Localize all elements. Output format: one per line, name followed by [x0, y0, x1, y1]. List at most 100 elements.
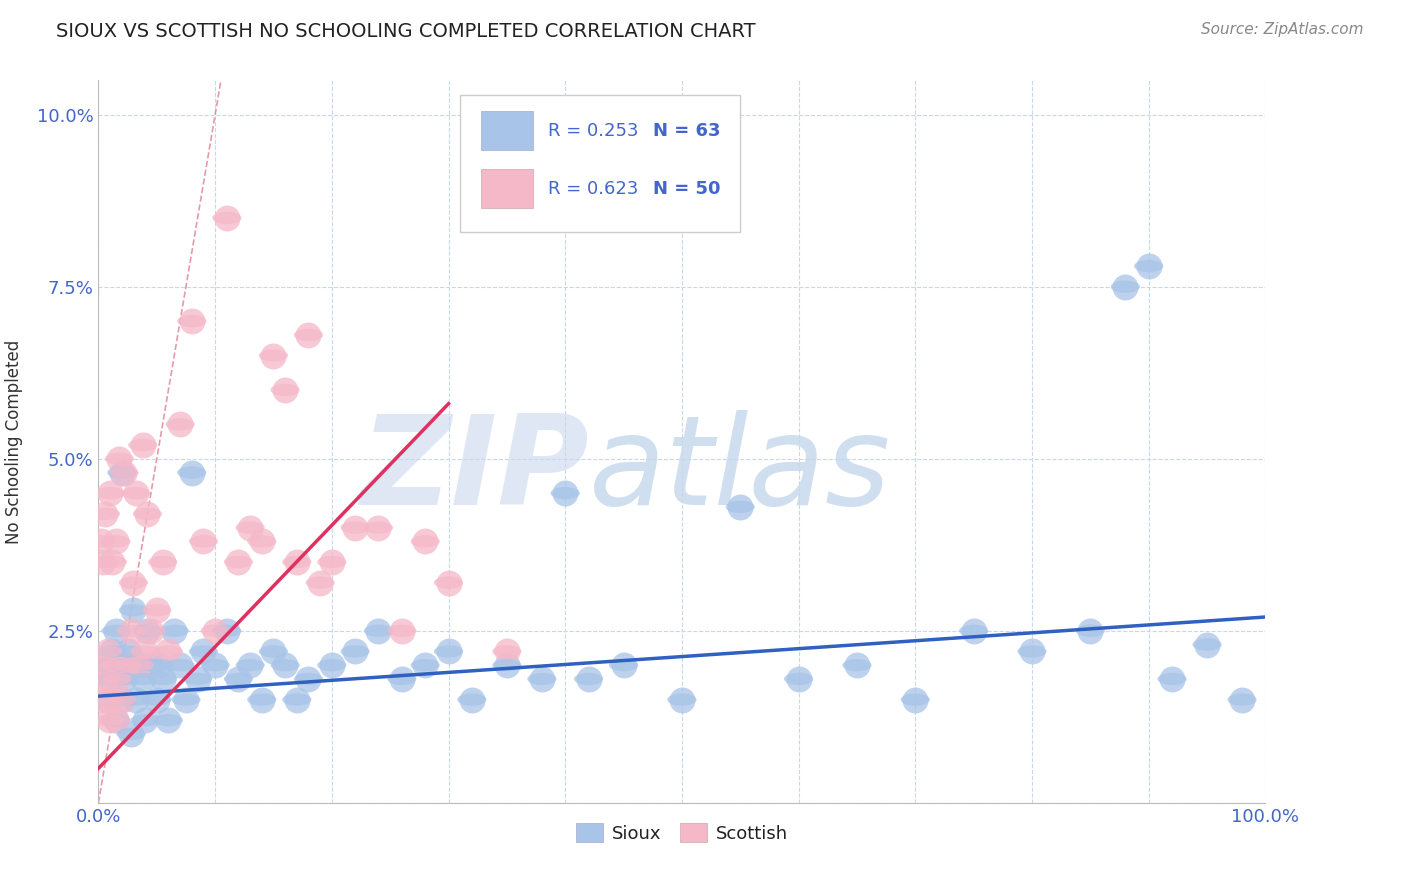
Ellipse shape: [136, 624, 166, 637]
Ellipse shape: [94, 714, 124, 726]
FancyBboxPatch shape: [481, 112, 533, 151]
Point: [139, 624, 162, 638]
Point: [787, 672, 810, 686]
Ellipse shape: [188, 645, 218, 657]
Point: [730, 500, 752, 514]
Ellipse shape: [340, 521, 370, 533]
Point: [367, 624, 389, 638]
Point: [180, 466, 202, 480]
Point: [97, 644, 120, 658]
Ellipse shape: [609, 659, 638, 672]
Ellipse shape: [120, 604, 148, 616]
Ellipse shape: [1192, 639, 1222, 651]
Legend: Sioux, Scottish: Sioux, Scottish: [567, 814, 797, 852]
Ellipse shape: [387, 624, 416, 637]
Ellipse shape: [434, 576, 463, 589]
Ellipse shape: [105, 659, 134, 672]
Point: [1197, 638, 1219, 652]
Point: [139, 658, 162, 673]
Ellipse shape: [318, 659, 346, 672]
Point: [215, 624, 238, 638]
Ellipse shape: [98, 659, 128, 672]
Point: [157, 713, 180, 727]
Ellipse shape: [1018, 645, 1046, 657]
Ellipse shape: [103, 673, 132, 685]
Ellipse shape: [101, 714, 131, 726]
Ellipse shape: [110, 467, 139, 479]
Point: [285, 692, 308, 706]
Point: [104, 713, 127, 727]
Text: Source: ZipAtlas.com: Source: ZipAtlas.com: [1201, 22, 1364, 37]
Text: N = 50: N = 50: [652, 179, 720, 198]
Ellipse shape: [411, 659, 440, 672]
FancyBboxPatch shape: [460, 95, 741, 232]
Point: [846, 658, 869, 673]
Point: [128, 658, 150, 673]
Ellipse shape: [340, 645, 370, 657]
Ellipse shape: [236, 521, 264, 533]
Point: [108, 658, 131, 673]
Ellipse shape: [387, 673, 416, 685]
Ellipse shape: [901, 693, 929, 706]
Point: [262, 349, 284, 363]
Point: [250, 692, 273, 706]
Text: SIOUX VS SCOTTISH NO SCHOOLING COMPLETED CORRELATION CHART: SIOUX VS SCOTTISH NO SCHOOLING COMPLETED…: [56, 22, 756, 41]
Ellipse shape: [121, 693, 150, 706]
Point: [962, 624, 984, 638]
Point: [101, 555, 124, 569]
Point: [157, 644, 180, 658]
Ellipse shape: [91, 508, 120, 520]
Ellipse shape: [201, 659, 229, 672]
Ellipse shape: [1157, 673, 1187, 685]
Point: [1021, 644, 1043, 658]
Point: [554, 486, 576, 500]
Ellipse shape: [96, 693, 125, 706]
Point: [174, 692, 197, 706]
Point: [125, 486, 148, 500]
Point: [134, 713, 156, 727]
Ellipse shape: [98, 556, 127, 568]
Point: [97, 713, 120, 727]
Point: [180, 314, 202, 328]
Ellipse shape: [89, 556, 118, 568]
Point: [344, 644, 367, 658]
Point: [122, 603, 145, 617]
Point: [132, 672, 155, 686]
Ellipse shape: [93, 693, 122, 706]
Ellipse shape: [121, 487, 150, 500]
Ellipse shape: [270, 384, 299, 396]
Ellipse shape: [434, 645, 463, 657]
Ellipse shape: [148, 673, 177, 685]
Ellipse shape: [98, 645, 127, 657]
Ellipse shape: [101, 714, 131, 726]
Ellipse shape: [132, 508, 162, 520]
Ellipse shape: [90, 659, 120, 672]
Point: [136, 507, 159, 521]
Ellipse shape: [142, 604, 172, 616]
Point: [530, 672, 553, 686]
Ellipse shape: [1135, 260, 1163, 272]
Ellipse shape: [259, 645, 288, 657]
Ellipse shape: [128, 439, 157, 451]
Point: [274, 658, 297, 673]
Ellipse shape: [318, 556, 346, 568]
Point: [904, 692, 927, 706]
Ellipse shape: [148, 556, 177, 568]
Ellipse shape: [90, 693, 120, 706]
Point: [1080, 624, 1102, 638]
Ellipse shape: [101, 624, 131, 637]
Ellipse shape: [212, 624, 242, 637]
Ellipse shape: [236, 659, 264, 672]
Point: [1161, 672, 1184, 686]
Point: [112, 672, 135, 686]
Ellipse shape: [842, 659, 872, 672]
Point: [117, 658, 139, 673]
Point: [134, 644, 156, 658]
Ellipse shape: [166, 659, 194, 672]
Point: [285, 555, 308, 569]
Point: [93, 692, 115, 706]
Ellipse shape: [125, 659, 153, 672]
Ellipse shape: [128, 673, 157, 685]
Point: [391, 672, 413, 686]
Ellipse shape: [188, 535, 218, 548]
